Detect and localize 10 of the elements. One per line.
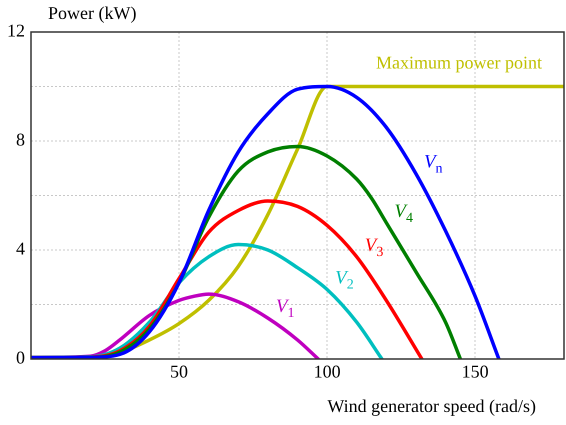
y-axis-title: Power (kW) bbox=[48, 3, 136, 23]
x-tick-label: 150 bbox=[462, 362, 489, 382]
y-tick-label: 12 bbox=[7, 20, 25, 41]
y-tick-label: 0 bbox=[16, 348, 25, 368]
y-tick-label: 8 bbox=[16, 130, 25, 150]
x-tick-label: 50 bbox=[170, 362, 188, 382]
series-label: Maximum power point bbox=[376, 52, 542, 72]
y-tick-label: 4 bbox=[16, 238, 25, 259]
x-tick-label: 100 bbox=[314, 362, 341, 382]
x-axis-title: Wind generator speed (rad/s) bbox=[327, 396, 536, 416]
